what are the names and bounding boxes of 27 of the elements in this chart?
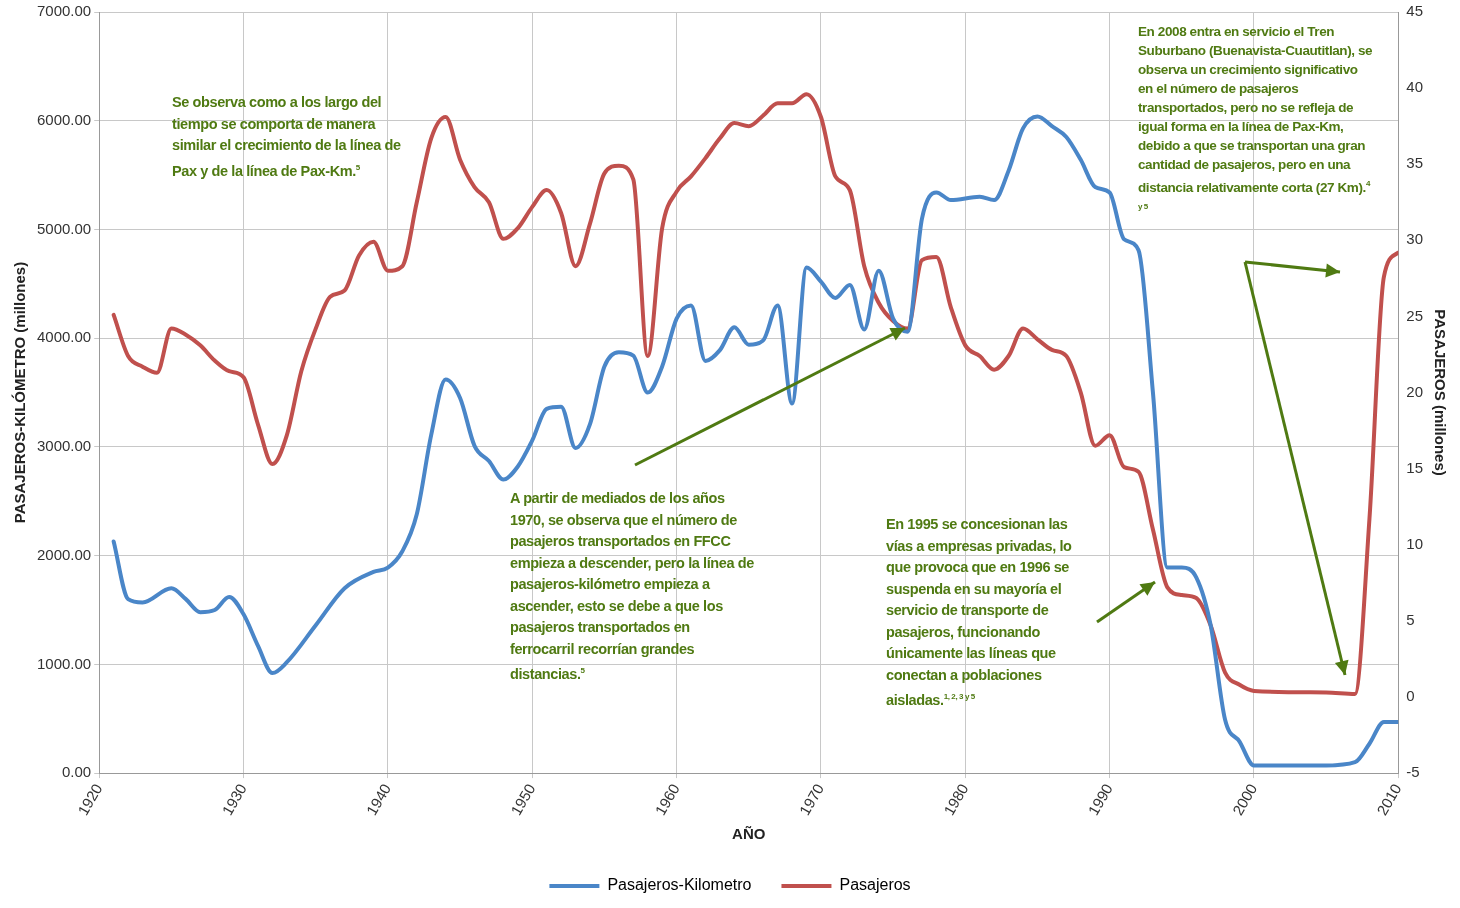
y2-tick-label: 10 [1406,534,1423,552]
y-axis-title: PASAJEROS-KILÓMETRO (millones) [11,261,29,524]
y2-tick-label: 0 [1406,687,1415,705]
y-tick-label: 3000.00 [36,437,92,455]
y-tick-label: 7000.00 [36,2,92,20]
text: A partir de mediados de los años 1970, se observa que el número de pasajeros transportados en FFCC empieza a descender, pero la línea de pasajeros-kilómetro empieza a ascender, esto se debe a que los pasajeros transportados en ferrocarril recorrían grandes distancias.$^{5}$ [510,490,754,682]
y2-tick-label: 5 [1406,611,1415,629]
y-tick-label: 0.00 [62,763,92,781]
legend-label: Pasajeros [839,876,911,894]
y2-tick-label: 15 [1406,458,1423,476]
text: En 1995 se concesionan las vías a empresas privadas, lo que provoca que en 1996 se suspenda en su mayoría el servicio de transporte de pasajeros, funcionando únicamente las líneas que conectan a poblaciones aisladas.$^{1, 2, 3 y 5}$ [886,516,1072,708]
annotation: Se observa como a los largo del tiempo se comporta de manera similar el crecimiento de la línea de Pax y de la línea de Pax-Km.$^{5}$ [172,93,402,181]
y-tick-label: 1000.00 [36,654,92,672]
y2-tick-label: 30 [1406,230,1423,248]
y2-tick-label: 45 [1406,2,1423,20]
y-tick-label: 5000.00 [36,219,92,237]
y-tick-label: 4000.00 [36,328,92,346]
y2-axis-title: PASAJEROS (millones) [1431,309,1449,476]
y2-tick-label: 25 [1406,306,1423,324]
y-tick-label: 2000.00 [36,545,92,563]
y2-tick-label: -5 [1406,763,1420,781]
legend-label: Pasajeros-Kilometro [607,876,752,894]
y2-tick-label: 35 [1406,154,1423,172]
y-tick-label: 6000.00 [36,110,92,128]
x-axis-title: AÑO [732,825,766,843]
y2-tick-label: 20 [1406,382,1423,400]
y2-tick-label: 40 [1406,78,1423,96]
